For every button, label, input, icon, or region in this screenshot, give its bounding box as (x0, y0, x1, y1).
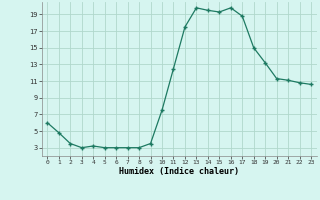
X-axis label: Humidex (Indice chaleur): Humidex (Indice chaleur) (119, 167, 239, 176)
